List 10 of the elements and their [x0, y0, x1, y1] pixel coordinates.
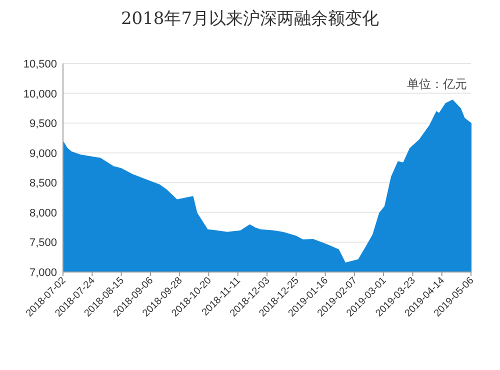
y-tick-label: 9,000	[29, 148, 57, 160]
y-tick-label: 9,500	[29, 118, 57, 130]
y-tick-label: 10,500	[23, 58, 57, 70]
chart-title: 2018年7月以来沪深两融余额变化	[120, 9, 380, 29]
y-tick-label: 7,000	[29, 267, 57, 279]
y-tick-label: 7,500	[29, 237, 57, 250]
y-tick-label: 10,000	[23, 88, 57, 100]
annotation: 单位：亿元	[407, 77, 467, 91]
y-tick-label: 8,000	[29, 207, 57, 220]
y-tick-label: 8,500	[29, 178, 57, 190]
